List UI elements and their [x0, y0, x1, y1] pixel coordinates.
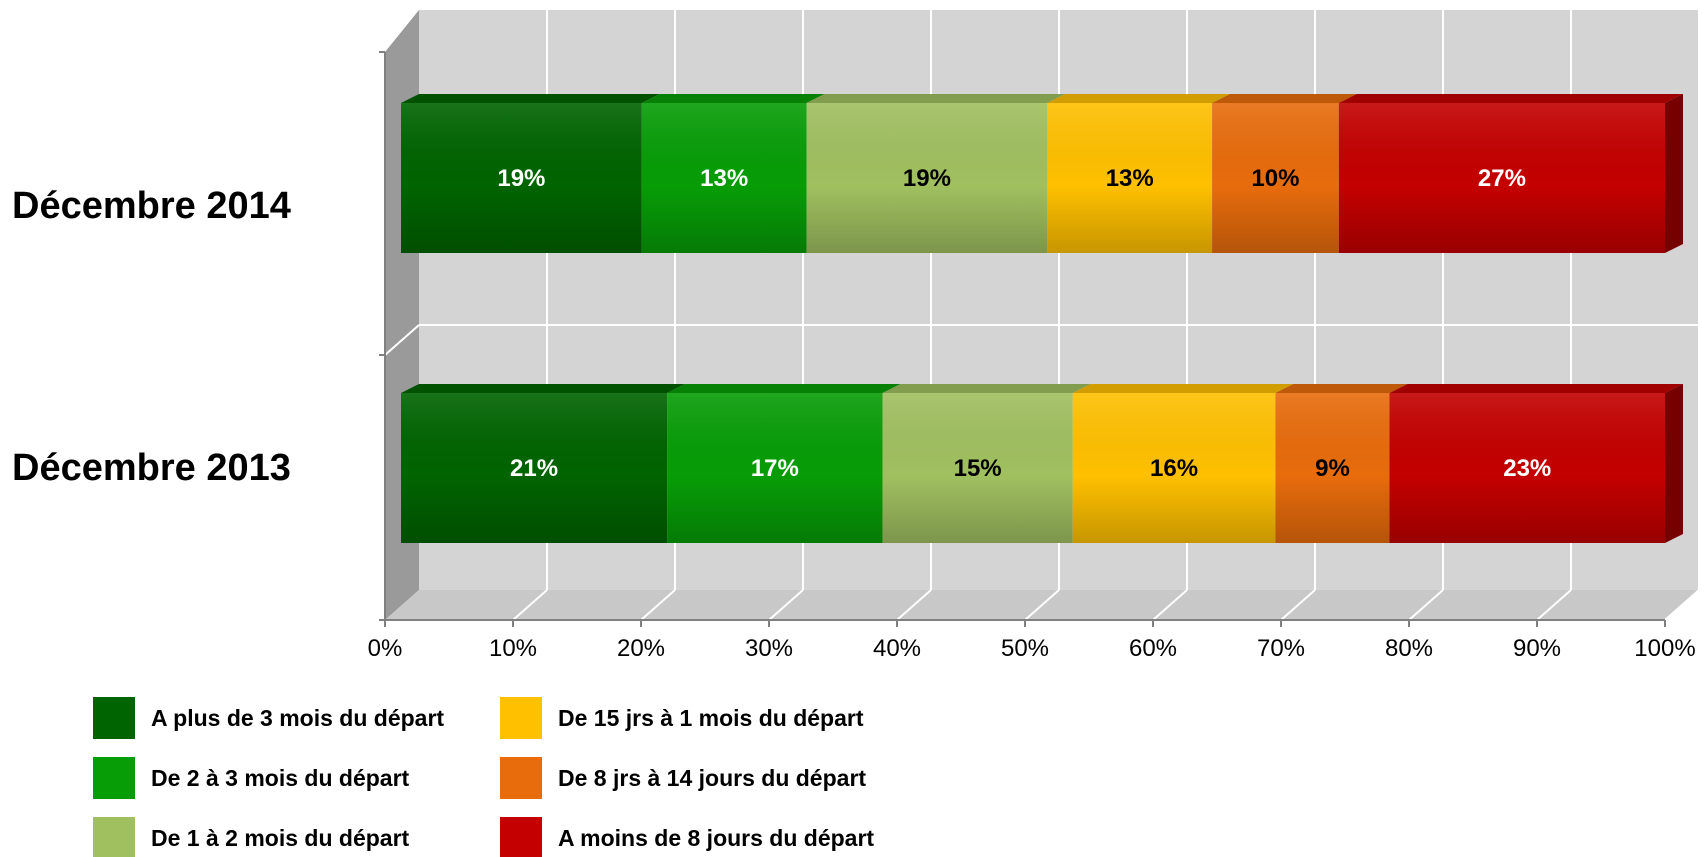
legend-item: De 8 jrs à 14 jours du départ [500, 757, 866, 799]
bar-segment-end [1665, 384, 1683, 543]
x-tick-label: 40% [873, 635, 921, 662]
legend-item: De 15 jrs à 1 mois du départ [500, 697, 864, 739]
bar-segment-shade [401, 103, 642, 253]
gridline [1152, 589, 1188, 621]
bar-segment-end [1665, 94, 1683, 253]
x-tick-label: 90% [1513, 635, 1561, 662]
legend-swatch [500, 817, 542, 857]
bar-segment-shade [882, 393, 1073, 543]
gridline [768, 589, 804, 621]
data-label: 17% [751, 455, 799, 482]
legend-item: A moins de 8 jours du départ [500, 817, 874, 857]
data-label: 19% [497, 165, 545, 192]
bars: 19% 13% 19% 13% 10% 27% 21% 17% 15% 16% 9% 23% [401, 94, 1683, 543]
legend-label: De 8 jrs à 14 jours du départ [558, 765, 866, 791]
category-labels: Décembre 2014 Décembre 2013 [12, 185, 291, 489]
bar-segment-shade [1389, 393, 1665, 543]
bar-group: 19% 13% 19% 13% 10% 27% [401, 94, 1683, 253]
legend-swatch [93, 817, 135, 857]
bar-segment-shade [1212, 103, 1339, 253]
data-label: 19% [903, 165, 951, 192]
bar-segment-shade [806, 103, 1048, 253]
gridline [1408, 589, 1444, 621]
bar-segment-shade [1072, 393, 1276, 543]
data-label: 9% [1315, 455, 1350, 482]
category-label: Décembre 2013 [12, 447, 291, 489]
x-tick-label: 100% [1634, 635, 1695, 662]
data-label: 21% [510, 455, 558, 482]
legend-label: A moins de 8 jours du départ [558, 825, 874, 851]
x-tick-label: 60% [1129, 635, 1177, 662]
x-tick-label: 10% [489, 635, 537, 662]
bar-segment-top [1072, 384, 1294, 393]
bar-segment-top [641, 94, 825, 103]
legend: A plus de 3 mois du départ De 2 à 3 mois … [93, 697, 874, 857]
data-label: 27% [1478, 165, 1526, 192]
legend-item: De 1 à 2 mois du départ [93, 817, 410, 857]
bar-segment-top [1338, 94, 1683, 103]
bar-segment-top [1212, 94, 1357, 103]
legend-item: De 2 à 3 mois du départ [93, 757, 410, 799]
bar-segment-top [1389, 384, 1683, 393]
legend-label: De 15 jrs à 1 mois du départ [558, 705, 864, 731]
bar-group: 21% 17% 15% 16% 9% 23% [401, 384, 1683, 543]
bar-segment-top [882, 384, 1091, 393]
bar-segment-top [401, 384, 686, 393]
legend-swatch [500, 757, 542, 799]
data-label: 10% [1251, 165, 1299, 192]
x-tick-label: 20% [617, 635, 665, 662]
legend-label: De 1 à 2 mois du départ [151, 825, 410, 851]
bar-segment-top [1275, 384, 1408, 393]
bar-segment-shade [1338, 103, 1665, 253]
bar-segment-shade [667, 393, 883, 543]
x-tick-label: 0% [368, 635, 403, 662]
bar-segment-top [806, 94, 1066, 103]
data-label: 15% [954, 455, 1002, 482]
data-label: 13% [1106, 165, 1154, 192]
gridline [1664, 589, 1700, 621]
gridline [512, 589, 548, 621]
bar-segment-top [401, 94, 660, 103]
x-tick-label: 80% [1385, 635, 1433, 662]
legend-swatch [93, 697, 135, 739]
legend-item: A plus de 3 mois du départ [93, 697, 444, 739]
bar-segment-top [667, 384, 901, 393]
data-label: 13% [700, 165, 748, 192]
data-label: 16% [1150, 455, 1198, 482]
legend-label: De 2 à 3 mois du départ [151, 765, 410, 791]
gridline [1280, 589, 1316, 621]
x-tick-label: 70% [1257, 635, 1305, 662]
category-label: Décembre 2014 [12, 185, 291, 227]
x-tick-label: 30% [745, 635, 793, 662]
bar-segment-shade [401, 393, 668, 543]
x-axis: 0% 10% 20% 30% 40% 50% 60% 70% 80% 90% 100% [368, 51, 1696, 662]
gridline [896, 589, 932, 621]
category-divider [384, 324, 420, 356]
gridline [1536, 589, 1572, 621]
gridline [1024, 589, 1060, 621]
legend-label: A plus de 3 mois du départ [151, 705, 444, 731]
bar-segment-shade [1275, 393, 1390, 543]
legend-swatch [500, 697, 542, 739]
bar-segment-top [1047, 94, 1231, 103]
data-label: 23% [1503, 455, 1551, 482]
bar-segment-shade [641, 103, 807, 253]
bar-segment-shade [1047, 103, 1213, 253]
gridline [640, 589, 676, 621]
x-tick-label: 50% [1001, 635, 1049, 662]
legend-swatch [93, 757, 135, 799]
